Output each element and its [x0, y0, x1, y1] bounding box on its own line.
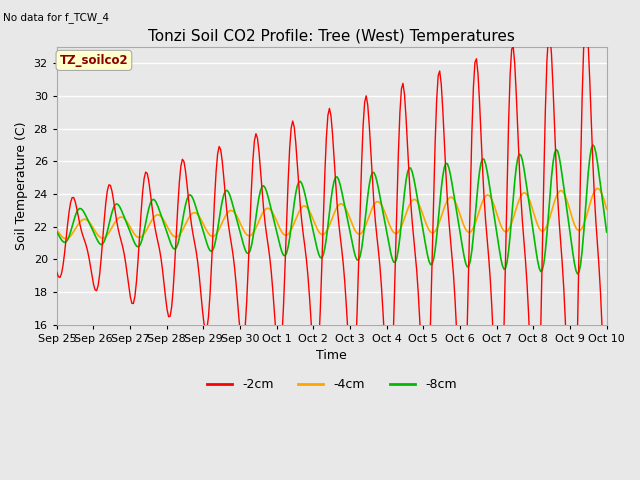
-4cm: [237, 221, 244, 227]
Line: -8cm: -8cm: [57, 145, 607, 274]
-4cm: [603, 206, 611, 212]
-4cm: [53, 227, 61, 233]
-4cm: [122, 217, 129, 223]
-8cm: [236, 225, 243, 231]
-8cm: [217, 207, 225, 213]
-2cm: [573, 325, 581, 331]
-2cm: [293, 161, 301, 167]
Title: Tonzi Soil CO2 Profile: Tree (West) Temperatures: Tonzi Soil CO2 Profile: Tree (West) Temp…: [148, 29, 515, 44]
-2cm: [244, 264, 252, 269]
-2cm: [217, 147, 225, 153]
-2cm: [53, 269, 61, 275]
-8cm: [603, 229, 611, 235]
-4cm: [295, 209, 303, 215]
-4cm: [246, 233, 253, 239]
Legend: -2cm, -4cm, -8cm: -2cm, -4cm, -8cm: [202, 373, 461, 396]
-8cm: [244, 251, 252, 256]
-4cm: [573, 227, 581, 233]
-2cm: [569, 460, 577, 466]
Text: TZ_soilco2: TZ_soilco2: [60, 54, 128, 67]
-8cm: [53, 229, 61, 235]
-8cm: [573, 271, 581, 277]
-4cm: [62, 236, 70, 241]
Y-axis label: Soil Temperature (C): Soil Temperature (C): [15, 121, 28, 250]
-2cm: [603, 446, 611, 452]
-8cm: [120, 214, 128, 220]
-4cm: [218, 220, 226, 226]
-8cm: [572, 268, 580, 274]
-8cm: [293, 183, 301, 189]
-8cm: [589, 142, 596, 148]
Text: No data for f_TCW_4: No data for f_TCW_4: [3, 12, 109, 23]
-2cm: [236, 317, 243, 323]
-2cm: [581, 20, 589, 25]
Line: -2cm: -2cm: [57, 23, 607, 463]
-4cm: [593, 185, 601, 191]
-2cm: [120, 251, 128, 257]
Line: -4cm: -4cm: [57, 188, 607, 239]
X-axis label: Time: Time: [316, 349, 347, 362]
